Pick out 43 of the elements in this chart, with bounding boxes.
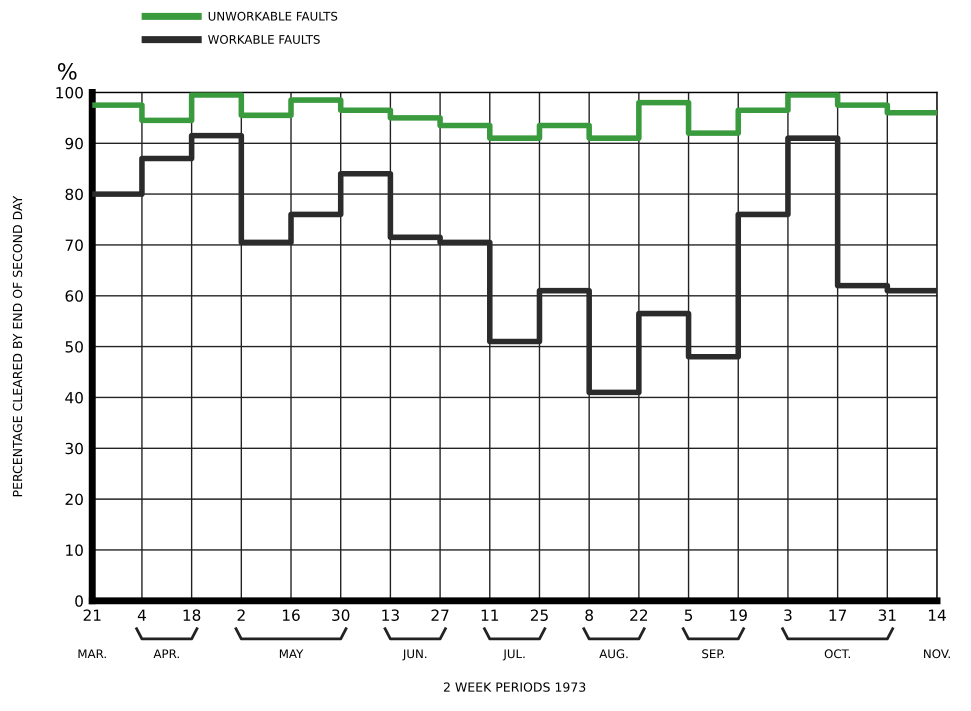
y-tick-label: 10 [66,544,83,556]
text: JUL. [502,649,525,660]
y-axis-title: PERCENTAGE CLEARED BY END OF SECOND DAY [12,196,22,496]
y-tick-label: 30 [66,442,83,454]
y-tick-label: 80 [66,188,83,200]
x-tick-label: 16 [282,609,300,621]
x-tick-label: 19 [730,609,747,621]
y-tick-label: 20 [66,494,83,506]
y-tick-label: 60 [66,290,83,302]
y-tick-label: 0 [75,595,83,607]
x-tick-label: 25 [530,609,548,621]
x-tick-label: 8 [585,609,593,621]
text: JUN. [402,649,426,660]
x-tick-label: 3 [784,609,792,621]
y-tick-label: 70 [66,239,83,251]
legend-label: UNWORKABLE FAULTS [208,12,338,21]
text: AUG. [599,649,628,658]
x-tick-label: 11 [482,610,498,621]
text: % [58,62,77,80]
x-tick-label: 13 [382,609,399,621]
x-tick-label: 14 [928,610,946,621]
text: APR. [154,649,179,658]
y-tick-label: 100 [56,86,83,98]
x-tick-label: 21 [84,609,101,621]
x-tick-label: 27 [431,609,449,621]
x-tick-label: 30 [332,609,350,621]
x-tick-label: 22 [630,609,648,621]
text: NOV. [924,649,950,658]
x-axis-title: 2 WEEK PERIODS 1973 [444,682,586,692]
text: SEP. [702,649,724,658]
text: MAR. [78,649,106,658]
y-tick-label: 40 [65,392,83,404]
x-tick-label: 18 [184,609,200,621]
x-tick-label: 2 [238,609,245,621]
x-tick-label: 17 [830,610,846,621]
y-tick-label: 90 [65,138,83,150]
x-tick-label: 5 [684,610,692,621]
x-tick-label: 31 [878,609,896,621]
text: OCT. [824,649,850,658]
legend-label: WORKABLE FAULTS [208,35,320,44]
text: MAY [280,649,304,658]
x-tick-label: 4 [138,610,146,621]
y-tick-label: 50 [66,341,83,353]
